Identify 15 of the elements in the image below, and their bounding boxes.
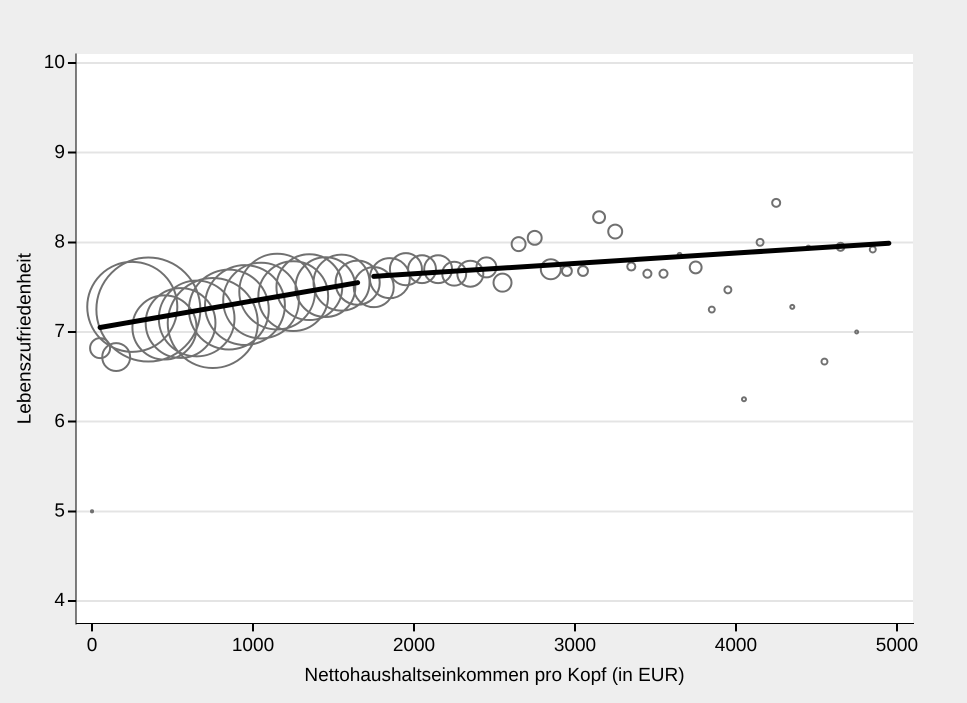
x-tick-label: 5000: [876, 635, 918, 656]
y-tick-label: 4: [54, 590, 66, 612]
x-tick-label: 1000: [232, 635, 274, 656]
x-tick-label: 3000: [554, 635, 596, 656]
y-tick-label: 10: [44, 52, 65, 74]
x-tick-label: 4000: [714, 635, 758, 656]
y-tick-label: 7: [54, 321, 65, 342]
y-tick-label: 5: [54, 500, 65, 522]
y-tick-label: 8: [54, 232, 65, 253]
x-axis-title: Nettohaushaltseinkommen pro Kopf (in EUR): [304, 664, 685, 686]
y-axis-title: Lebenszufriedenheit: [14, 252, 36, 424]
y-tick-label: 9: [54, 142, 65, 163]
x-tick-label: 0: [86, 635, 98, 656]
x-tick-label: 2000: [392, 635, 436, 656]
y-tick-label: 6: [54, 410, 65, 432]
